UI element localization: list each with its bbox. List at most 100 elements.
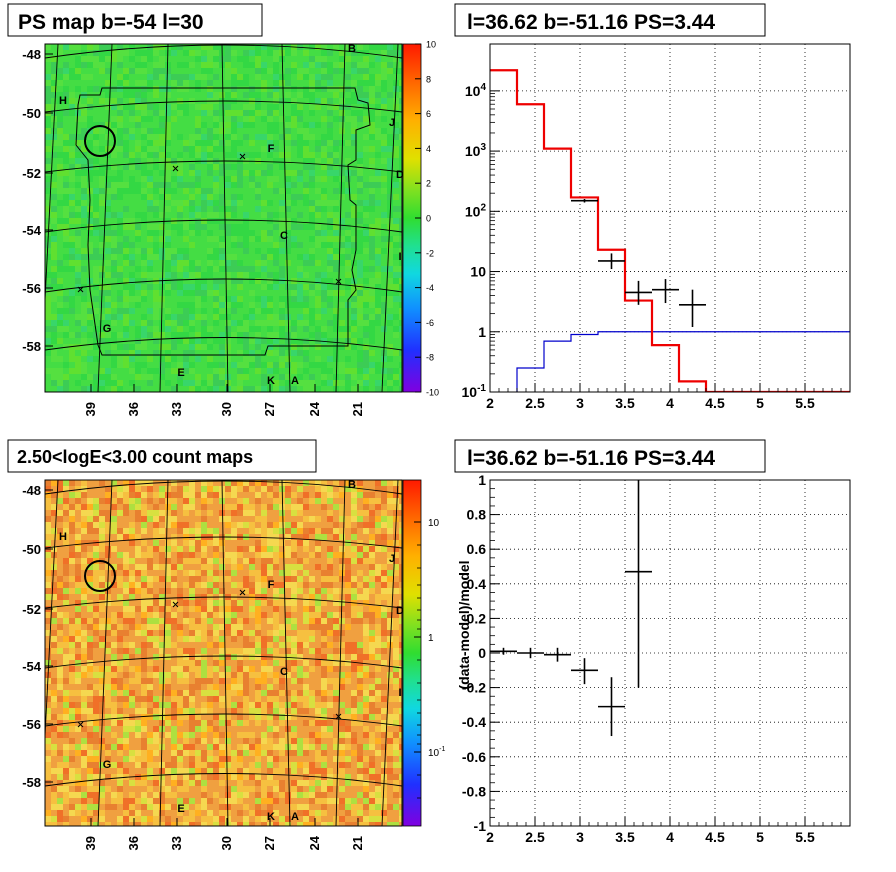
map-cell [201,380,207,386]
map-cell [267,116,273,122]
map-cell [99,362,105,368]
map-cell [267,582,273,588]
map-cell [195,612,201,618]
map-cell [309,98,315,104]
map-cell [81,576,87,582]
map-cell [339,134,345,140]
map-cell [51,338,57,344]
map-cell [99,266,105,272]
map-cell [297,600,303,606]
map-cell [303,534,309,540]
map-cell [147,510,153,516]
map-cell [147,356,153,362]
map-cell [255,110,261,116]
map-cell [315,606,321,612]
map-cell [357,176,363,182]
map-cell [237,552,243,558]
map-cell [357,618,363,624]
map-cell [183,576,189,582]
map-cell [189,50,195,56]
map-cell [327,128,333,134]
map-cell [315,62,321,68]
map-cell [183,600,189,606]
map-cell [207,206,213,212]
map-cell [183,122,189,128]
source-label: B [348,43,356,55]
map-cell [297,134,303,140]
map-cell [159,498,165,504]
map-cell [297,498,303,504]
map-cell [381,200,387,206]
map-cell [195,338,201,344]
map-cell [189,74,195,80]
map-cell [321,128,327,134]
map-cell [63,242,69,248]
map-cell [363,302,369,308]
map-cell [63,314,69,320]
map-cell [237,86,243,92]
map-cell [291,242,297,248]
map-cell [129,290,135,296]
map-cell [165,618,171,624]
map-cell [399,116,402,122]
map-cell [153,200,159,206]
map-cell [315,486,321,492]
map-cell [303,582,309,588]
map-cell [189,236,195,242]
map-cell [363,218,369,224]
map-cell [81,194,87,200]
map-cell [369,558,375,564]
map-cell [93,230,99,236]
map-cell [309,158,315,164]
map-cell [273,212,279,218]
map-cell [243,582,249,588]
map-cell [243,558,249,564]
map-cell [261,582,267,588]
map-cell [297,516,303,522]
map-cell [135,528,141,534]
map-cell [321,230,327,236]
map-cell [321,320,327,326]
map-cell [315,290,321,296]
map-cell [321,504,327,510]
map-cell [369,44,375,50]
map-cell [159,128,165,134]
map-cell [141,164,147,170]
map-cell [399,582,402,588]
map-cell [51,516,57,522]
map-cell [81,230,87,236]
map-cell [75,248,81,254]
map-cell [117,242,123,248]
map-cell [261,206,267,212]
map-cell [207,92,213,98]
map-cell [45,176,51,182]
map-cell [339,368,345,374]
map-cell [357,362,363,368]
map-cell [135,618,141,624]
map-cell [255,248,261,254]
map-cell [141,170,147,176]
map-cell [393,284,399,290]
map-cell [105,200,111,206]
map-cell [141,122,147,128]
map-cell [87,158,93,164]
map-cell [249,110,255,116]
map-cell [201,356,207,362]
map-cell [285,158,291,164]
map-cell [333,552,339,558]
map-cell [381,368,387,374]
map-cell [141,224,147,230]
map-cell [315,480,321,486]
map-cell [69,284,75,290]
map-cell [117,308,123,314]
map-cell [177,254,183,260]
map-cell [57,86,63,92]
x-tick-label: 5 [756,395,764,411]
map-cell [375,230,381,236]
map-cell [45,600,51,606]
map-cell [189,606,195,612]
map-cell [393,368,399,374]
map-cell [165,350,171,356]
map-cell [231,218,237,224]
map-cell [153,576,159,582]
